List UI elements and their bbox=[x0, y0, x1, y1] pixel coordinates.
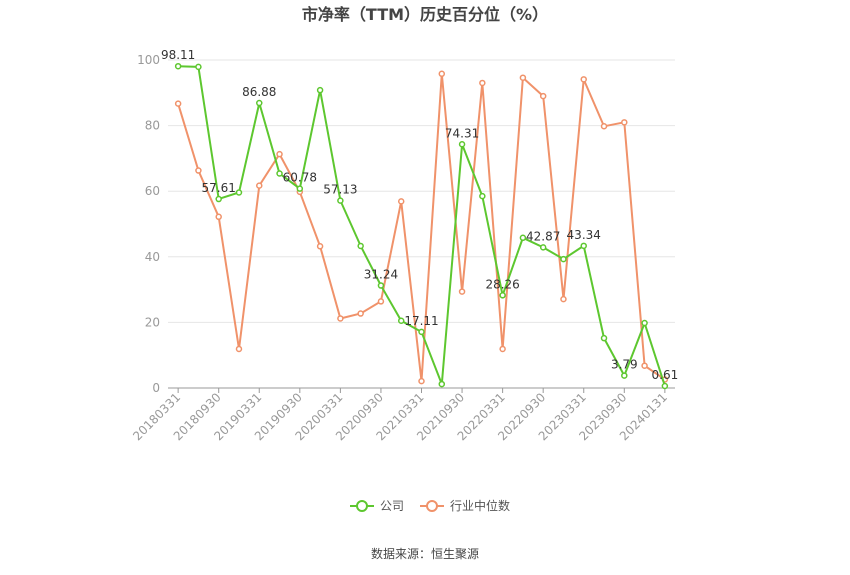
point-0-9 bbox=[357, 242, 364, 250]
data-label-0-10: 31.24 bbox=[364, 268, 398, 282]
point-0-18 bbox=[539, 244, 547, 251]
point-1-10 bbox=[377, 298, 385, 305]
point-0-4 bbox=[256, 99, 263, 107]
y-tick-label-40: 40 bbox=[145, 250, 160, 264]
series-0 bbox=[174, 62, 669, 390]
data-label-0-6: 60.78 bbox=[283, 171, 317, 185]
point-0-22 bbox=[621, 372, 628, 379]
data-label-0-20: 43.34 bbox=[567, 228, 601, 242]
point-1-22 bbox=[621, 119, 628, 126]
axes: 0204060801002018033120180930201903312019… bbox=[130, 53, 675, 443]
point-0-24 bbox=[661, 382, 669, 390]
point-0-14 bbox=[458, 141, 466, 148]
point-0-12 bbox=[418, 328, 425, 336]
point-0-1 bbox=[195, 63, 202, 71]
data-label-0-16: 28.26 bbox=[485, 277, 519, 291]
y-tick-label-100: 100 bbox=[137, 53, 160, 67]
legend-marker-0 bbox=[356, 500, 368, 512]
point-0-6 bbox=[296, 185, 304, 192]
y-tick-label-60: 60 bbox=[145, 184, 160, 198]
data-label-0-0: 98.11 bbox=[161, 48, 195, 62]
point-0-10 bbox=[377, 282, 385, 289]
y-tick-label-80: 80 bbox=[145, 119, 160, 133]
point-1-9 bbox=[357, 310, 364, 317]
data-labels: 98.11 57.61 86.88 60.78 57.13 31.24 17.11 74.31… bbox=[161, 48, 678, 382]
point-0-13 bbox=[438, 380, 446, 388]
data-label-0-12: 17.11 bbox=[404, 314, 438, 328]
point-0-17 bbox=[519, 234, 527, 242]
point-1-15 bbox=[479, 79, 486, 87]
point-1-4 bbox=[256, 182, 263, 189]
data-label-0-22: 3.79 bbox=[611, 358, 638, 372]
data-label-0-4: 86.88 bbox=[242, 85, 276, 99]
point-1-7 bbox=[316, 243, 324, 250]
point-0-20 bbox=[580, 242, 587, 250]
grid-lines bbox=[168, 59, 675, 323]
point-0-5 bbox=[276, 170, 283, 177]
y-tick-label-0: 0 bbox=[152, 381, 160, 395]
point-0-23 bbox=[641, 319, 648, 327]
point-0-21 bbox=[600, 334, 608, 342]
point-1-14 bbox=[458, 288, 466, 295]
chart-title: 市净率（TTM）历史百分位（%） bbox=[302, 5, 548, 24]
legend-item-1[interactable]: 行业中位数 bbox=[420, 498, 510, 513]
point-1-2 bbox=[215, 213, 222, 221]
legend-item-0[interactable]: 公司 bbox=[350, 499, 404, 513]
point-0-11 bbox=[397, 317, 405, 325]
legend-label-1: 行业中位数 bbox=[450, 498, 510, 513]
point-0-16 bbox=[499, 292, 506, 299]
point-0-7 bbox=[316, 86, 324, 94]
point-0-3 bbox=[235, 189, 243, 196]
point-0-2 bbox=[215, 195, 222, 203]
point-1-1 bbox=[195, 167, 202, 174]
point-1-0 bbox=[174, 100, 182, 107]
point-0-19 bbox=[560, 255, 567, 263]
point-0-15 bbox=[479, 192, 486, 200]
point-1-12 bbox=[418, 377, 425, 385]
point-1-16 bbox=[499, 345, 506, 353]
point-0-8 bbox=[337, 197, 344, 204]
point-1-23 bbox=[641, 362, 648, 369]
data-label-0-18: 42.87 bbox=[526, 229, 560, 243]
legend-marker-1 bbox=[426, 500, 438, 512]
source-note: 数据来源：恒生聚源 bbox=[371, 546, 479, 561]
point-1-11 bbox=[397, 198, 405, 205]
data-label-0-2: 57.61 bbox=[202, 181, 236, 195]
data-label-0-24: 0.61 bbox=[652, 368, 679, 382]
point-1-17 bbox=[519, 74, 527, 81]
series-layer bbox=[174, 62, 669, 390]
point-0-0 bbox=[174, 62, 182, 70]
point-1-18 bbox=[539, 92, 547, 100]
point-1-5 bbox=[276, 150, 283, 158]
point-1-13 bbox=[438, 70, 446, 78]
data-label-0-8: 57.13 bbox=[323, 183, 357, 197]
point-1-19 bbox=[560, 295, 567, 303]
legend-label-0: 公司 bbox=[380, 499, 404, 513]
point-1-3 bbox=[235, 345, 243, 353]
series-line-0 bbox=[178, 65, 666, 387]
point-1-8 bbox=[337, 315, 344, 322]
legend[interactable]: 公司 行业中位数 bbox=[350, 498, 510, 513]
point-1-20 bbox=[580, 76, 587, 83]
data-label-0-14: 74.31 bbox=[445, 126, 479, 140]
series-1 bbox=[174, 70, 669, 385]
point-1-21 bbox=[600, 123, 608, 130]
y-tick-label-20: 20 bbox=[145, 315, 160, 329]
